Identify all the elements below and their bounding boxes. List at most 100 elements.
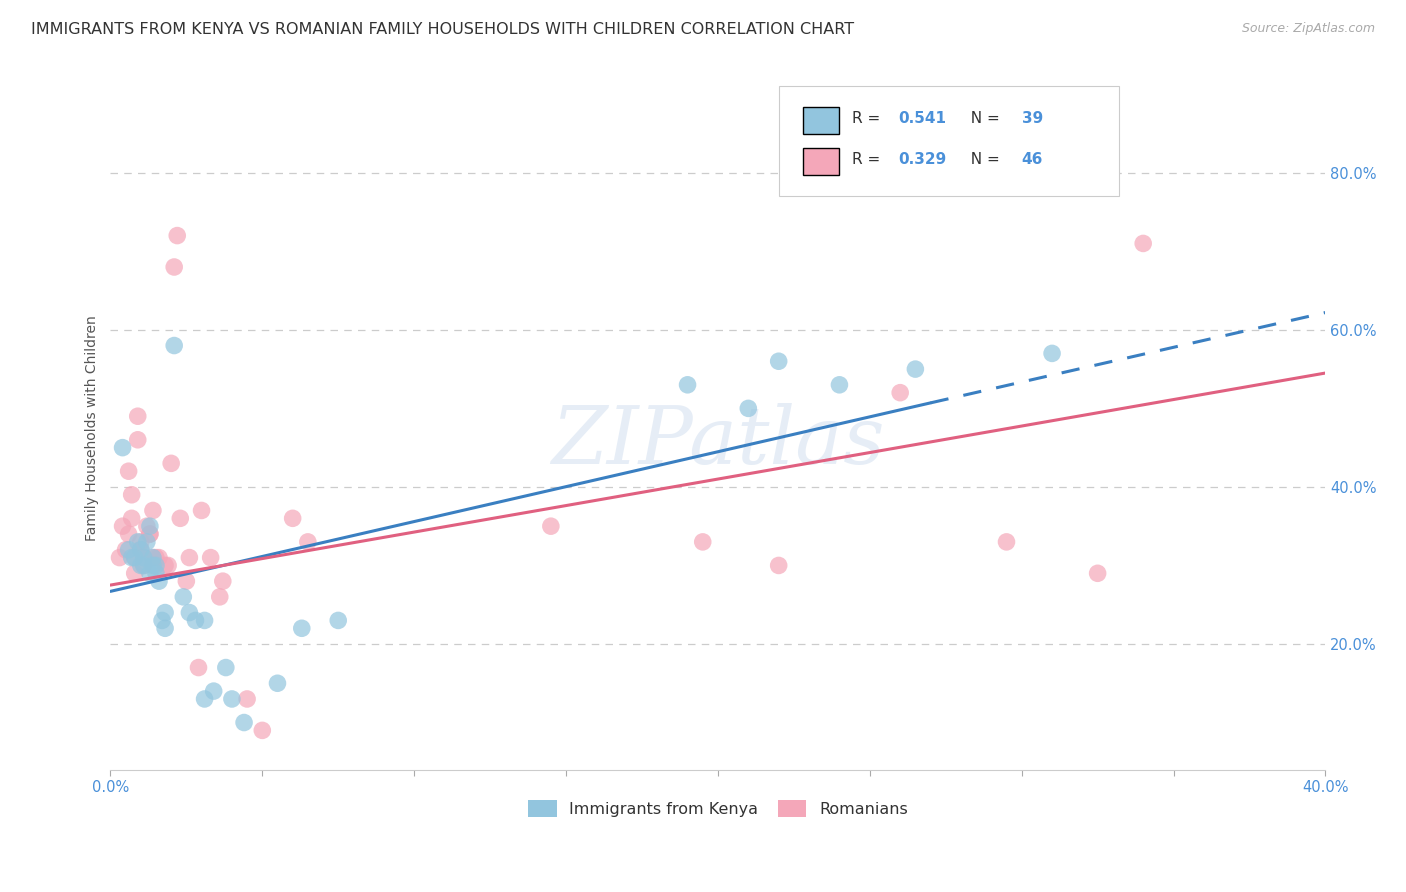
Point [127,433,149,447]
FancyBboxPatch shape [803,148,839,175]
Point [132,550,155,565]
Legend: Immigrants from Kenya, Romanians: Immigrants from Kenya, Romanians [522,794,914,823]
Point [129,558,152,573]
Point [135,534,157,549]
Point [142,550,165,565]
Point [190,503,212,517]
Point [768,558,790,573]
Text: Source: ZipAtlas.com: Source: ZipAtlas.com [1241,22,1375,36]
Point [252,723,274,738]
Point [117,527,139,541]
Point [889,385,911,400]
Point [124,550,146,565]
Point [142,550,165,565]
Point [1087,566,1109,581]
Point [129,534,152,549]
Text: R =: R = [852,111,884,126]
Point [166,228,188,243]
Point [129,542,152,557]
Point [132,550,155,565]
Point [139,519,162,533]
Point [211,574,233,589]
Point [124,566,146,581]
Point [111,519,134,533]
Point [139,527,162,541]
Point [132,558,155,573]
Point [127,409,149,424]
Text: N =: N = [960,111,1004,126]
Point [233,715,256,730]
Point [153,558,176,573]
Point [153,621,176,635]
Point [200,550,222,565]
FancyBboxPatch shape [779,87,1119,195]
Point [291,621,314,635]
Point [828,377,851,392]
Point [904,362,927,376]
Point [297,534,319,549]
Point [768,354,790,368]
Point [129,542,152,557]
Point [208,590,231,604]
Point [215,660,238,674]
Point [145,566,167,581]
Point [160,456,183,470]
Point [221,692,243,706]
Point [169,511,191,525]
Text: IMMIGRANTS FROM KENYA VS ROMANIAN FAMILY HOUSEHOLDS WITH CHILDREN CORRELATION CH: IMMIGRANTS FROM KENYA VS ROMANIAN FAMILY… [31,22,853,37]
Point [163,338,186,352]
Point [737,401,759,416]
Point [179,606,201,620]
Point [187,660,209,674]
Point [194,692,217,706]
Point [121,511,143,525]
Text: 0.541: 0.541 [898,111,946,126]
Point [145,550,167,565]
Point [328,614,350,628]
Point [157,558,180,573]
Point [202,684,225,698]
Point [281,511,304,525]
Point [692,534,714,549]
Point [1040,346,1063,360]
Point [145,558,167,573]
Point [266,676,288,690]
Text: ZIPatlas: ZIPatlas [551,403,884,481]
Point [236,692,259,706]
Point [117,464,139,478]
Point [179,550,201,565]
Text: 39: 39 [1022,111,1043,126]
Point [194,614,217,628]
Point [127,534,149,549]
Point [172,590,194,604]
Point [163,260,186,274]
Point [124,550,146,565]
Point [153,606,176,620]
Point [132,558,155,573]
Point [139,566,162,581]
Point [995,534,1018,549]
Point [135,519,157,533]
Point [1132,236,1154,251]
Text: 46: 46 [1022,152,1043,167]
Point [184,614,207,628]
Text: N =: N = [960,152,1004,167]
Point [142,503,165,517]
Point [176,574,198,589]
Point [150,614,173,628]
Point [117,542,139,557]
Y-axis label: Family Households with Children: Family Households with Children [86,315,100,541]
Point [142,558,165,573]
Text: R =: R = [852,152,884,167]
Point [540,519,562,533]
Text: 0.329: 0.329 [898,152,946,167]
Point [111,441,134,455]
Point [148,550,170,565]
Point [121,488,143,502]
Point [139,527,162,541]
Point [108,550,131,565]
Point [121,550,143,565]
Point [148,574,170,589]
Point [676,377,699,392]
Point [114,542,136,557]
